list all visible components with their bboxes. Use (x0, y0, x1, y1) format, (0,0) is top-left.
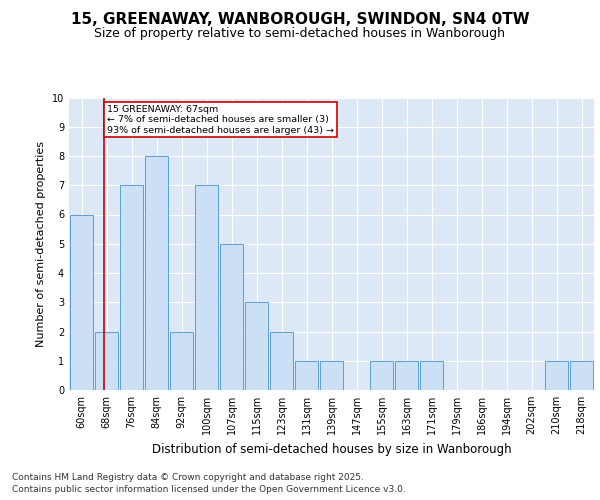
X-axis label: Distribution of semi-detached houses by size in Wanborough: Distribution of semi-detached houses by … (152, 442, 511, 456)
Bar (569, 361, 593, 390)
Bar (395, 361, 418, 390)
Bar (320, 361, 343, 390)
Bar (119, 185, 143, 390)
Text: 15, GREENAWAY, WANBOROUGH, SWINDON, SN4 0TW: 15, GREENAWAY, WANBOROUGH, SWINDON, SN4 … (71, 12, 529, 28)
Bar (245, 302, 268, 390)
Bar (419, 361, 443, 390)
Bar (70, 214, 94, 390)
Bar (145, 156, 169, 390)
Bar (545, 361, 568, 390)
Bar (170, 332, 193, 390)
Bar (220, 244, 244, 390)
Text: Contains public sector information licensed under the Open Government Licence v3: Contains public sector information licen… (12, 485, 406, 494)
Text: Contains HM Land Registry data © Crown copyright and database right 2025.: Contains HM Land Registry data © Crown c… (12, 472, 364, 482)
Text: Size of property relative to semi-detached houses in Wanborough: Size of property relative to semi-detach… (95, 28, 505, 40)
Y-axis label: Number of semi-detached properties: Number of semi-detached properties (37, 141, 46, 347)
Text: 15 GREENAWAY: 67sqm
← 7% of semi-detached houses are smaller (3)
93% of semi-det: 15 GREENAWAY: 67sqm ← 7% of semi-detache… (107, 105, 334, 134)
Bar (95, 332, 118, 390)
Bar (194, 185, 218, 390)
Bar (370, 361, 394, 390)
Bar (295, 361, 319, 390)
Bar (269, 332, 293, 390)
